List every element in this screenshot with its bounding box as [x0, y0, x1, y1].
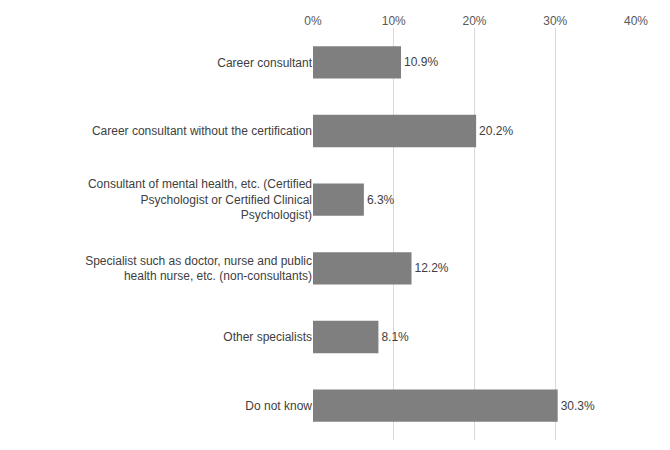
svg-text:40%: 40% — [624, 14, 648, 28]
svg-text:Career consultant: Career consultant — [217, 56, 312, 70]
svg-text:30.3%: 30.3% — [561, 399, 595, 413]
svg-text:Other specialists: Other specialists — [223, 330, 312, 344]
svg-text:10%: 10% — [382, 14, 406, 28]
svg-text:10.9%: 10.9% — [404, 55, 438, 69]
svg-text:Consultant of mental health, e: Consultant of mental health, etc. (Certi… — [88, 177, 312, 222]
svg-text:20.2%: 20.2% — [479, 124, 513, 138]
svg-text:8.1%: 8.1% — [381, 330, 409, 344]
svg-text:Do not know: Do not know — [245, 399, 312, 413]
svg-text:6.3%: 6.3% — [367, 193, 395, 207]
svg-text:12.2%: 12.2% — [415, 261, 449, 275]
svg-text:Specialist such as doctor, nur: Specialist such as doctor, nurse and pub… — [85, 254, 312, 284]
svg-text:Career consultant without the: Career consultant without the certificat… — [92, 124, 312, 138]
svg-text:30%: 30% — [543, 14, 567, 28]
svg-text:0%: 0% — [304, 14, 322, 28]
svg-text:20%: 20% — [462, 14, 486, 28]
